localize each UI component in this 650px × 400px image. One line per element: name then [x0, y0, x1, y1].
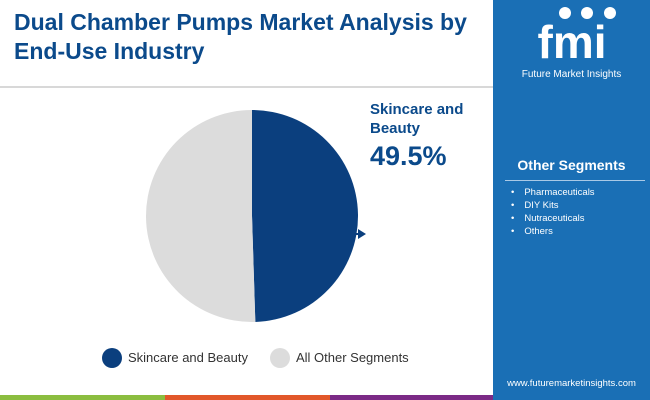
list-item: DIY Kits	[511, 199, 595, 212]
callout-name: Skincare and Beauty	[370, 101, 464, 137]
website-url[interactable]: www.futuremarketinsights.com	[507, 378, 636, 389]
brand-name: Future Market Insights	[521, 69, 622, 80]
stripe-orange	[165, 395, 330, 400]
pie-slice-skincare-and-beauty	[252, 110, 359, 322]
list-item: Pharmaceuticals	[511, 186, 594, 199]
stripe-green	[0, 395, 165, 400]
other-segments-list: Pharmaceuticals DIY Kits Nutraceuticals …	[511, 186, 595, 238]
sidebar: fmi Future Market Insights Other Segment…	[493, 0, 650, 395]
callout-value: 49.5%	[370, 141, 447, 171]
legend-swatch	[102, 348, 122, 368]
list-item: Others	[511, 225, 595, 238]
title-divider	[0, 86, 493, 88]
other-segments-title: Other Segments	[517, 157, 626, 173]
legend-label: Skincare and Beauty	[128, 350, 248, 365]
pie-chart	[146, 110, 366, 322]
legend: Skincare and Beauty All Other Segments	[102, 348, 431, 368]
svg-text:fmi: fmi	[538, 16, 607, 62]
stripe-purple	[330, 395, 493, 400]
callout-arrow	[328, 229, 366, 239]
legend-label: All Other Segments	[295, 350, 409, 365]
legend-item-other: All Other Segments	[269, 348, 409, 368]
callout-label: Skincare and Beauty 49.5%	[370, 100, 490, 172]
page-title: Dual Chamber Pumps Market Analysis by En…	[14, 9, 467, 64]
stripe-blue	[493, 395, 650, 400]
other-segments-divider	[505, 180, 645, 181]
legend-swatch	[269, 348, 290, 368]
list-item: Nutraceuticals	[511, 212, 595, 225]
legend-item-skincare: Skincare and Beauty	[102, 348, 248, 368]
fmi-logo: fmi	[538, 7, 616, 62]
pie-slice-all-other-segments	[146, 110, 256, 322]
